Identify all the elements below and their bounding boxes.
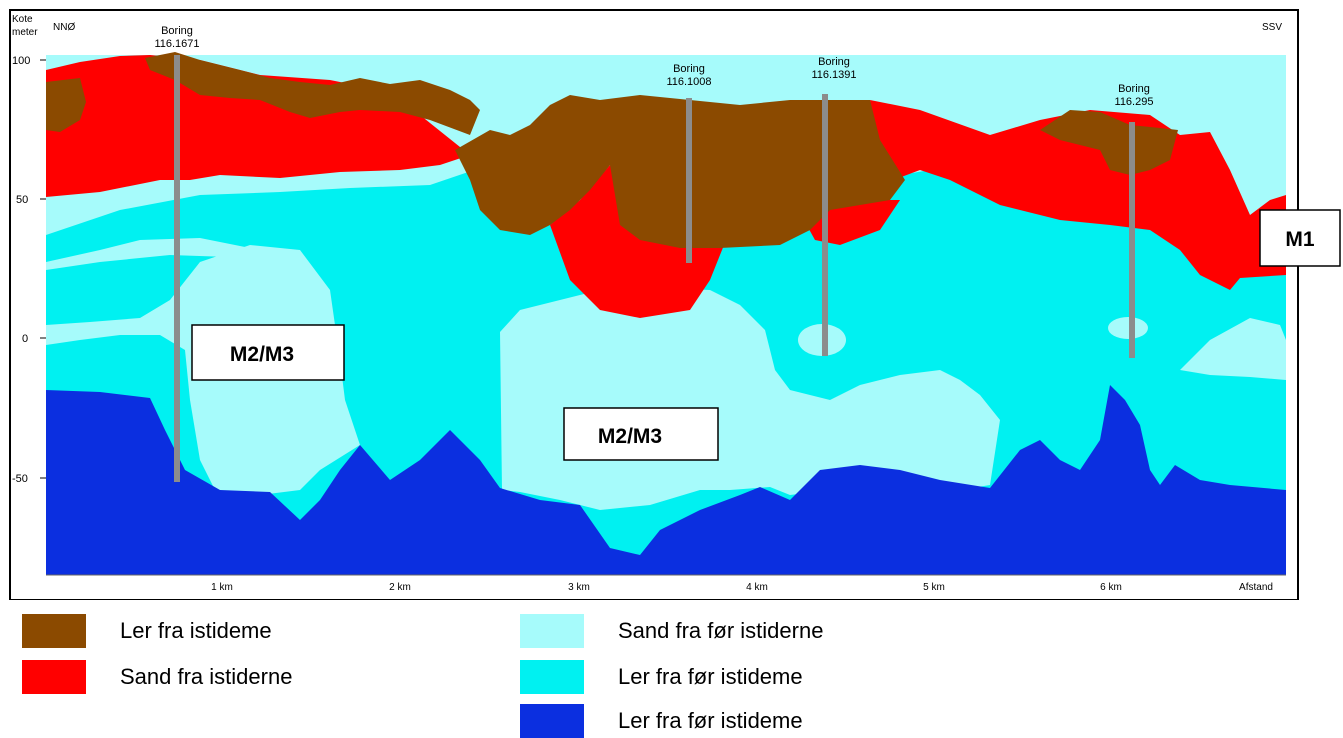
legend-label: Sand fra før istiderne (618, 618, 824, 643)
boring-label-name: Boring (673, 63, 705, 75)
y-tick-label: -50 (12, 473, 28, 485)
layer-sand-istiderne-center (550, 165, 730, 318)
layer-ler-istiderne-right (1040, 110, 1178, 175)
drill-hole-116-1391 (822, 94, 828, 356)
layer-ler-istiderne-top (145, 52, 480, 135)
annotation-m2m3-center-label: M2/M3 (598, 425, 662, 448)
section-frame-border (9, 9, 1299, 600)
geological-cross-section: 100 50 0 -50 1 km 2 km 3 km 4 km 5 km 6 … (9, 9, 1341, 600)
x-tick-label: 6 km (1100, 582, 1122, 593)
legend: Ler fra istideme Sand fra istiderne Sand… (0, 600, 1343, 738)
direction-right: SSV (1262, 22, 1282, 33)
legend-swatch (22, 614, 86, 648)
legend-swatch (520, 704, 584, 738)
legend-item-sand-for: Sand fra før istiderne (520, 614, 823, 648)
layer-sand-for-lens-2 (1108, 317, 1148, 339)
annotation-m2m3-left: M2/M3 (191, 324, 345, 381)
layer-ler-istiderne-center (455, 95, 905, 248)
axis-unit-line1: Kote (12, 14, 33, 25)
legend-item-sand-istiderne: Sand fra istiderne (22, 660, 292, 694)
y-tick-label: 100 (12, 55, 30, 67)
x-axis-strip (46, 575, 1298, 600)
y-axis-strip (10, 10, 46, 575)
layer-ler-for-blue (46, 385, 1286, 575)
annotation-m2m3-center: M2/M3 (563, 407, 719, 461)
y-tick-label: 0 (22, 333, 28, 345)
layer-ler-istiderne-left-cap (46, 78, 86, 132)
boring-label-id: 116.1391 (811, 69, 856, 81)
direction-left: NNØ (53, 22, 75, 33)
drill-hole-116-295 (1129, 122, 1135, 358)
drill-hole-116-1671 (174, 55, 180, 482)
boring-label-id: 116.295 (1115, 96, 1154, 108)
boring-label-id: 116.1671 (154, 38, 199, 50)
x-tick-label: 3 km (568, 582, 590, 593)
x-tick-label: 2 km (389, 582, 411, 593)
x-tick-label: 4 km (746, 582, 768, 593)
legend-swatch (520, 660, 584, 694)
boring-label-id: 116.1008 (666, 76, 711, 88)
distance-label: Afstand (1239, 582, 1273, 593)
legend-item-ler-for-blue: Ler fra før istideme (520, 704, 803, 738)
x-tick-label: 5 km (923, 582, 945, 593)
boring-label-name: Boring (1118, 83, 1150, 95)
y-tick-label: 50 (16, 194, 28, 206)
x-axis: 1 km 2 km 3 km 4 km 5 km 6 km Afstand (211, 582, 1273, 593)
boring-label-name: Boring (818, 56, 850, 68)
legend-swatch (520, 614, 584, 648)
legend-label: Sand fra istiderne (120, 664, 293, 689)
legend-item-ler-istiderne: Ler fra istideme (22, 614, 272, 648)
layer-sand-istiderne-right (870, 100, 1286, 290)
layer-sand-for-pocket-right (1180, 318, 1286, 380)
layer-sand-for-band-left (46, 238, 300, 270)
boring-label-name: Boring (161, 25, 193, 37)
annotation-m2m3-left-label: M2/M3 (230, 343, 294, 366)
annotation-m1-label: M1 (1285, 228, 1314, 251)
x-tick-label: 1 km (211, 582, 233, 593)
legend-label: Ler fra før istideme (618, 708, 803, 733)
boring-labels: Boring 116.1671 Boring 116.1008 Boring 1… (154, 25, 1153, 108)
legend-swatch (22, 660, 86, 694)
annotation-m1: M1 (1259, 209, 1341, 267)
y-axis: 100 50 0 -50 (12, 55, 46, 485)
legend-item-ler-for-cyan: Ler fra før istideme (520, 660, 803, 694)
drill-hole-116-1008 (686, 98, 692, 263)
legend-label: Ler fra istideme (120, 618, 272, 643)
legend-label: Ler fra før istideme (618, 664, 803, 689)
axis-unit-line2: meter (12, 27, 38, 38)
